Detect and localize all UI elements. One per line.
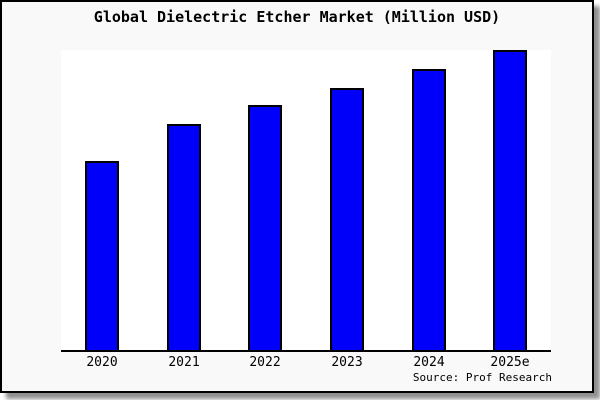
plot-area <box>61 50 551 352</box>
bar-2020 <box>85 161 119 350</box>
chart-card: Global Dielectric Etcher Market (Million… <box>0 0 594 393</box>
chart-title: Global Dielectric Etcher Market (Million… <box>93 8 501 26</box>
bar-2024 <box>412 69 446 350</box>
x-tick-label-2022: 2022 <box>249 355 281 370</box>
bar-2022 <box>248 105 282 350</box>
x-tick-label-2024: 2024 <box>413 355 445 370</box>
x-tick-label-2025e: 2025e <box>490 355 530 370</box>
bar-2025e <box>493 50 527 350</box>
bar-2023 <box>330 88 364 350</box>
x-tick-label-2020: 2020 <box>86 355 118 370</box>
x-tick-label-2021: 2021 <box>168 355 200 370</box>
source-label: Source: Prof Research <box>412 371 552 384</box>
bar-2021 <box>167 124 201 350</box>
x-tick-label-2023: 2023 <box>331 355 363 370</box>
